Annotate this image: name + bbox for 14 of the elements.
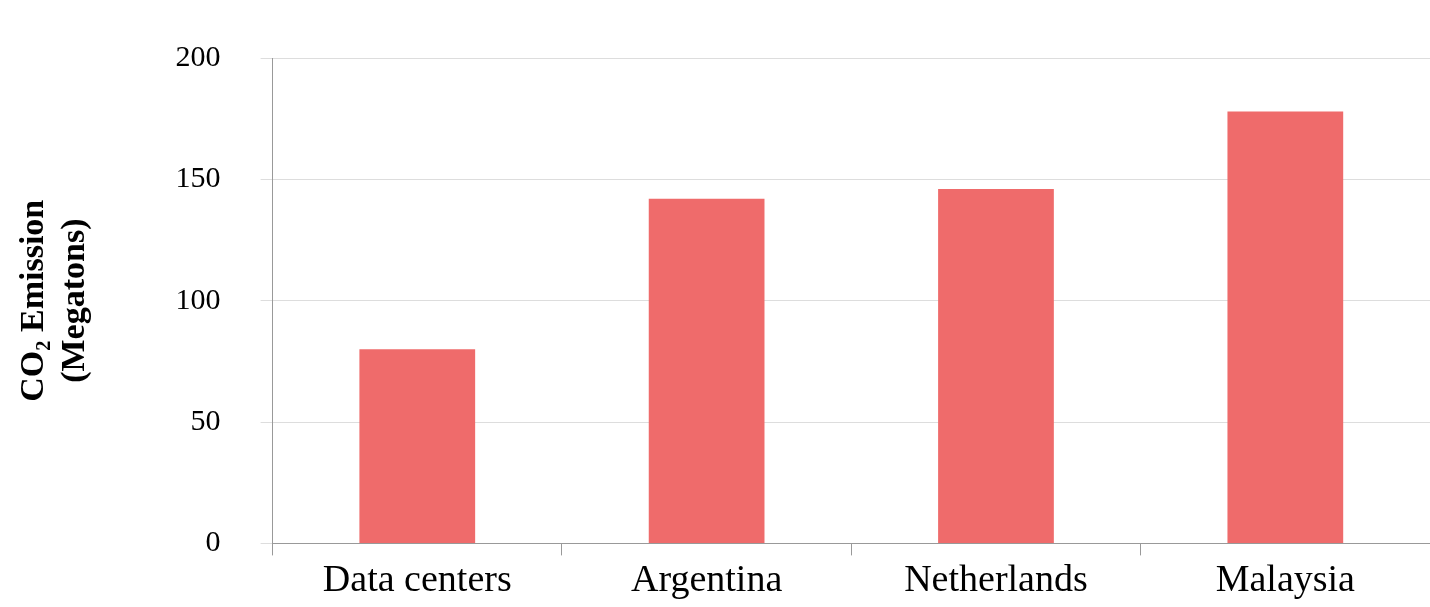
bar (1227, 111, 1344, 543)
bar (938, 189, 1054, 543)
y-tick-label: 100 (175, 281, 221, 315)
y-tick-label: 200 (175, 38, 221, 72)
x-tick-label: Malaysia (1215, 557, 1356, 600)
bar (359, 349, 476, 543)
y-tick-label: 50 (190, 402, 221, 436)
y-axis-title: CO₂ Emission (Megatons) (13, 199, 92, 402)
x-tick-label: Netherlands (904, 557, 1088, 600)
x-tick-label: Argentina (630, 557, 783, 600)
y-tick-label: 150 (175, 160, 221, 194)
bar (648, 198, 765, 543)
x-tick-label: Data centers (322, 557, 512, 600)
y-tick-label: 0 (205, 524, 221, 558)
